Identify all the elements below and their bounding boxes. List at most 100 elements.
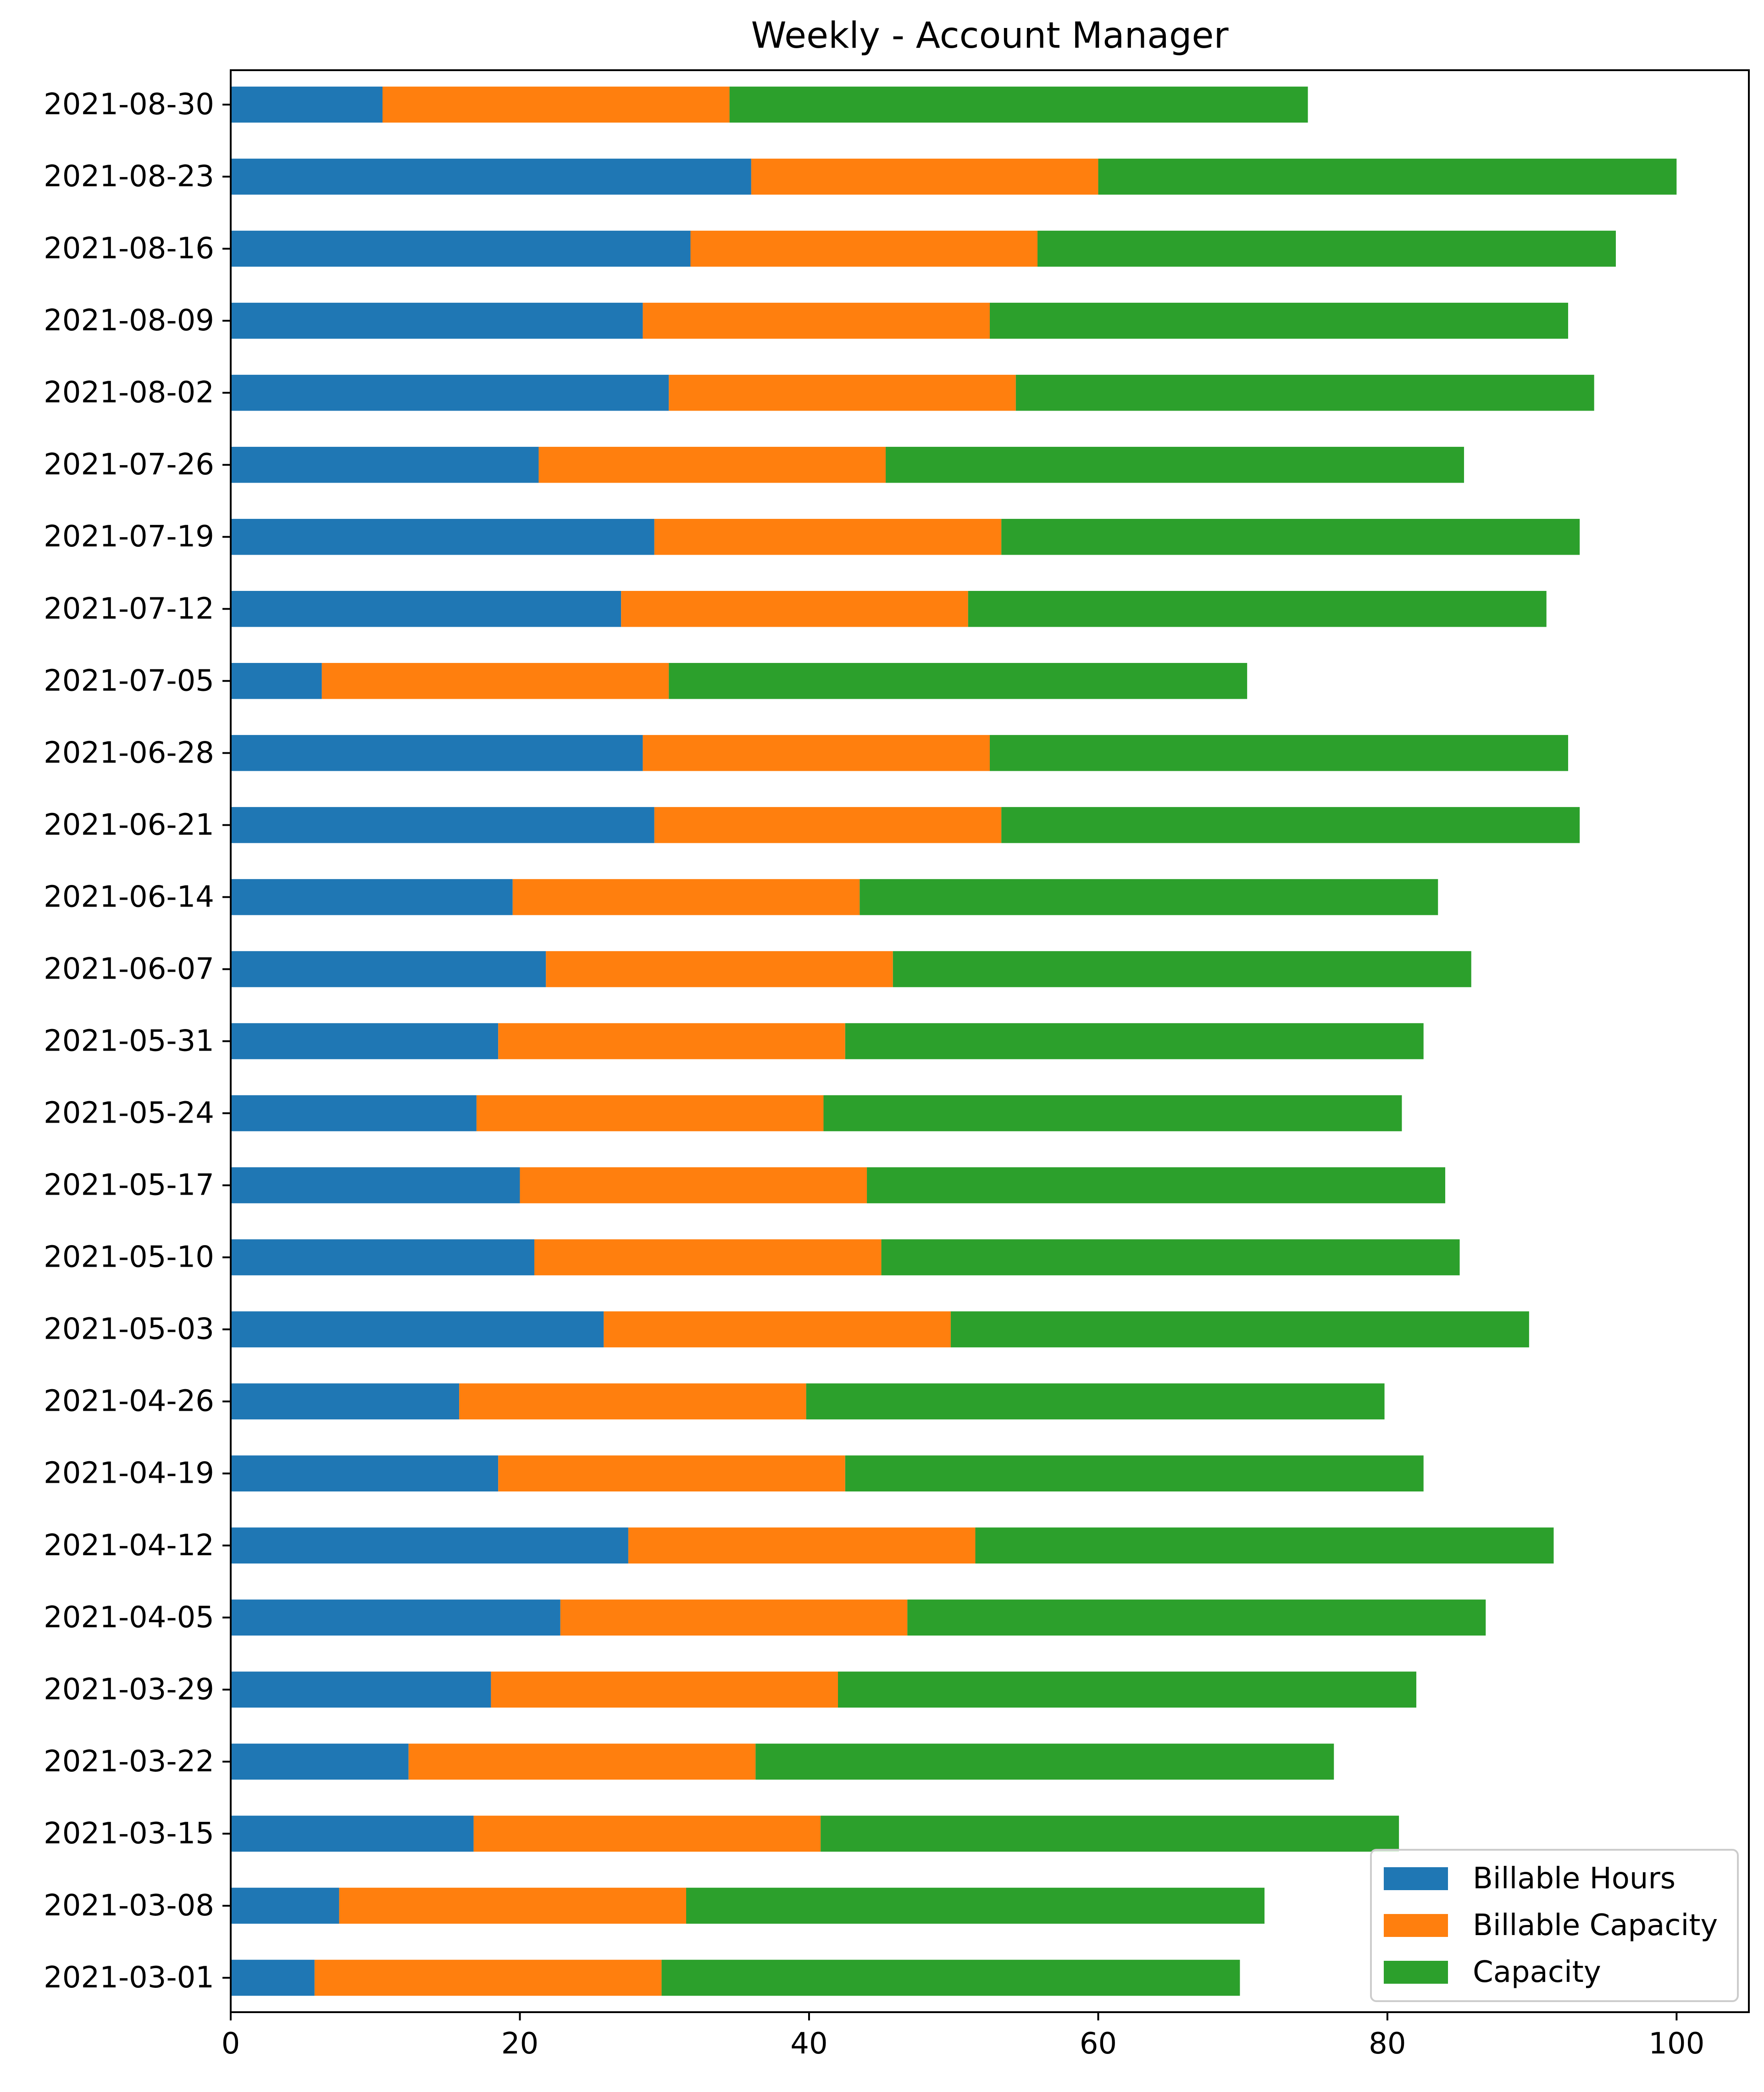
- y-tick-label: 2021-06-07: [44, 952, 214, 986]
- bar-billable-capacity-2021-06-28: [643, 735, 990, 771]
- legend-box: [1370, 1849, 1739, 2002]
- bar-billable-capacity-2021-08-16: [690, 230, 1038, 267]
- bar-capacity-2021-07-12: [968, 591, 1547, 627]
- y-tick-label: 2021-05-31: [44, 1024, 214, 1058]
- bar-capacity-2021-03-01: [661, 1959, 1240, 1996]
- bar-capacity-2021-05-31: [845, 1023, 1424, 1059]
- bar-billable-hours-2021-05-31: [231, 1023, 499, 1059]
- bar-capacity-2021-04-12: [975, 1527, 1554, 1564]
- bar-billable-capacity-2021-07-19: [654, 518, 1002, 555]
- bar-billable-capacity-2021-07-26: [538, 446, 886, 483]
- x-tick-label: 20: [501, 2027, 538, 2061]
- bar-billable-capacity-2021-07-12: [621, 591, 968, 627]
- y-tick-label: 2021-08-02: [44, 376, 214, 410]
- y-tick-label: 2021-05-03: [44, 1313, 214, 1346]
- bar-billable-capacity-2021-05-31: [498, 1023, 845, 1059]
- bar-billable-hours-2021-04-19: [231, 1455, 499, 1491]
- y-tick-label: 2021-06-14: [44, 880, 214, 914]
- x-axis-ticks: 0 20 40 60 80 100: [222, 2012, 1704, 2061]
- bar-capacity-2021-04-19: [845, 1455, 1424, 1491]
- chart-title: Weekly - Account Manager: [751, 15, 1229, 56]
- y-tick-label: 2021-05-10: [44, 1241, 214, 1274]
- bar-capacity-2021-08-02: [1015, 374, 1594, 411]
- bar-billable-capacity-2021-03-01: [314, 1959, 662, 1996]
- bar-capacity-2021-08-30: [729, 86, 1308, 123]
- bar-billable-hours-2021-04-12: [231, 1527, 628, 1564]
- y-tick-label: 2021-07-26: [44, 448, 214, 482]
- bar-capacity-2021-07-26: [886, 446, 1464, 483]
- x-tick-label: 40: [790, 2027, 827, 2061]
- y-tick-label: 2021-04-12: [44, 1529, 214, 1563]
- bar-billable-hours-2021-07-12: [231, 591, 621, 627]
- y-tick-label: 2021-08-09: [44, 304, 214, 338]
- bar-capacity-2021-03-29: [838, 1671, 1416, 1708]
- y-tick-label: 2021-05-17: [44, 1168, 214, 1202]
- bar-capacity-2021-03-08: [686, 1887, 1265, 1924]
- bar-billable-capacity-2021-04-26: [459, 1383, 806, 1419]
- bar-capacity-2021-08-09: [990, 302, 1568, 339]
- bar-capacity-2021-06-28: [990, 735, 1568, 771]
- bar-billable-capacity-2021-06-14: [512, 879, 860, 915]
- y-tick-label: 2021-04-05: [44, 1601, 214, 1635]
- y-tick-label: 2021-06-21: [44, 808, 214, 842]
- bar-billable-hours-2021-03-22: [231, 1743, 409, 1780]
- bar-billable-hours-2021-05-10: [231, 1239, 534, 1275]
- legend: Billable Hours Billable Capacity Capacity: [1370, 1849, 1739, 2002]
- y-tick-label: 2021-08-30: [44, 88, 214, 122]
- bar-billable-hours-2021-07-19: [231, 518, 655, 555]
- bar-billable-hours-2021-03-29: [231, 1671, 491, 1708]
- bar-billable-hours-2021-03-15: [231, 1815, 474, 1852]
- legend-label: Billable Hours: [1473, 1862, 1675, 1896]
- bars-layer: [231, 86, 1677, 1996]
- x-tick-label: 0: [222, 2027, 240, 2061]
- y-tick-label: 2021-03-08: [44, 1889, 214, 1923]
- y-tick-label: 2021-03-29: [44, 1673, 214, 1707]
- bar-capacity-2021-05-24: [823, 1095, 1402, 1131]
- y-tick-label: 2021-06-28: [44, 736, 214, 770]
- bar-billable-hours-2021-03-01: [231, 1959, 315, 1996]
- bar-billable-hours-2021-07-26: [231, 446, 539, 483]
- bar-capacity-2021-05-17: [867, 1167, 1445, 1203]
- bar-billable-hours-2021-06-21: [231, 807, 655, 843]
- bar-billable-hours-2021-06-28: [231, 735, 643, 771]
- bar-capacity-2021-03-15: [821, 1815, 1399, 1852]
- bar-capacity-2021-06-21: [1001, 807, 1580, 843]
- bar-billable-hours-2021-03-08: [231, 1887, 339, 1924]
- bar-billable-hours-2021-05-03: [231, 1311, 604, 1347]
- bar-capacity-2021-06-14: [860, 879, 1438, 915]
- y-tick-label: 2021-03-22: [44, 1745, 214, 1779]
- bar-billable-hours-2021-06-07: [231, 951, 546, 987]
- bar-billable-capacity-2021-03-22: [408, 1743, 756, 1780]
- bar-billable-capacity-2021-06-07: [546, 951, 893, 987]
- bar-billable-capacity-2021-03-08: [339, 1887, 686, 1924]
- bar-billable-hours-2021-08-23: [231, 158, 751, 195]
- bar-capacity-2021-04-26: [806, 1383, 1385, 1419]
- legend-swatch-billable-capacity: [1384, 1914, 1448, 1937]
- axes-frame: [230, 69, 1750, 2013]
- bar-capacity-2021-05-03: [950, 1311, 1529, 1347]
- y-tick-label: 2021-07-05: [44, 664, 214, 698]
- y-tick-label: 2021-03-01: [44, 1961, 214, 1995]
- bar-billable-capacity-2021-08-23: [751, 158, 1098, 195]
- bar-capacity-2021-05-10: [881, 1239, 1460, 1275]
- x-tick-label: 60: [1080, 2027, 1117, 2061]
- bar-billable-capacity-2021-04-19: [498, 1455, 845, 1491]
- legend-label: Capacity: [1473, 1955, 1601, 1989]
- bar-billable-hours-2021-08-30: [231, 86, 383, 123]
- legend-label: Billable Capacity: [1473, 1908, 1718, 1942]
- bar-billable-hours-2021-06-14: [231, 879, 513, 915]
- bar-billable-capacity-2021-03-15: [473, 1815, 821, 1852]
- bar-billable-capacity-2021-05-03: [604, 1311, 951, 1347]
- x-tick-label: 80: [1369, 2027, 1406, 2061]
- y-tick-label: 2021-08-16: [44, 232, 214, 266]
- bar-billable-capacity-2021-04-05: [560, 1599, 908, 1636]
- bar-billable-hours-2021-08-02: [231, 374, 669, 411]
- y-axis-ticks: 2021-08-30 2021-08-23 2021-08-16 2021-08-09…: [44, 88, 231, 1995]
- y-tick-label: 2021-04-19: [44, 1457, 214, 1491]
- bar-billable-hours-2021-05-17: [231, 1167, 520, 1203]
- bar-capacity-2021-06-07: [893, 951, 1471, 987]
- y-tick-label: 2021-04-26: [44, 1385, 214, 1419]
- bar-capacity-2021-08-16: [1037, 230, 1616, 267]
